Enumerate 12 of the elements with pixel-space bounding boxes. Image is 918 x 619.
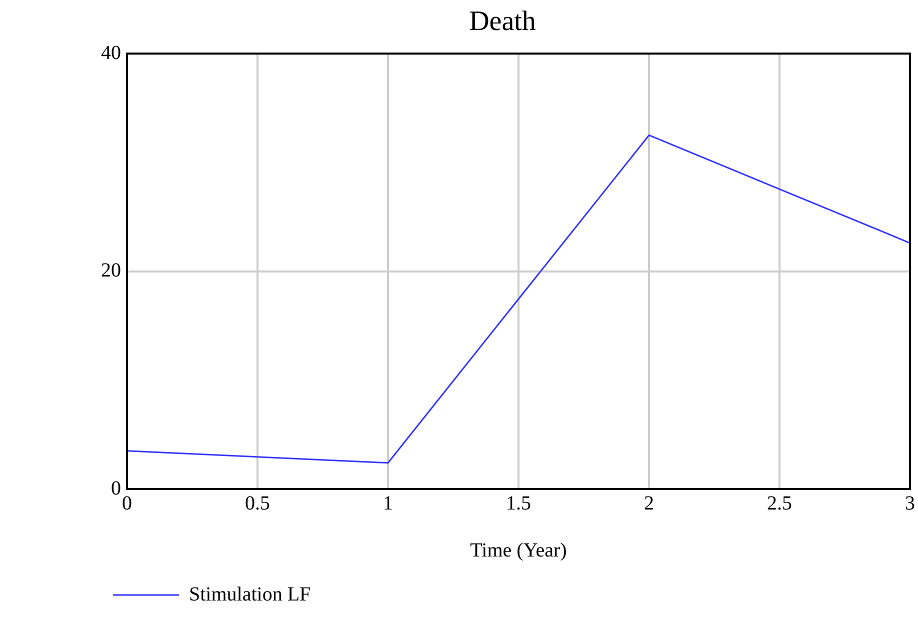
x-tick-label: 3 [905, 492, 915, 514]
x-tick-label: 1.5 [506, 492, 531, 514]
legend-label: Stimulation LF [189, 583, 311, 606]
x-tick-label: 2 [644, 492, 654, 514]
y-tick-label: 20 [101, 260, 121, 282]
x-tick-label: 0.5 [245, 492, 270, 514]
x-tick-label: 1 [383, 492, 393, 514]
x-axis-title: Time (Year) [470, 539, 567, 562]
chart-title: Death [469, 6, 536, 38]
y-tick-label: 40 [101, 42, 121, 64]
x-tick-label: 2.5 [767, 492, 792, 514]
y-tick-label: 0 [111, 477, 121, 500]
